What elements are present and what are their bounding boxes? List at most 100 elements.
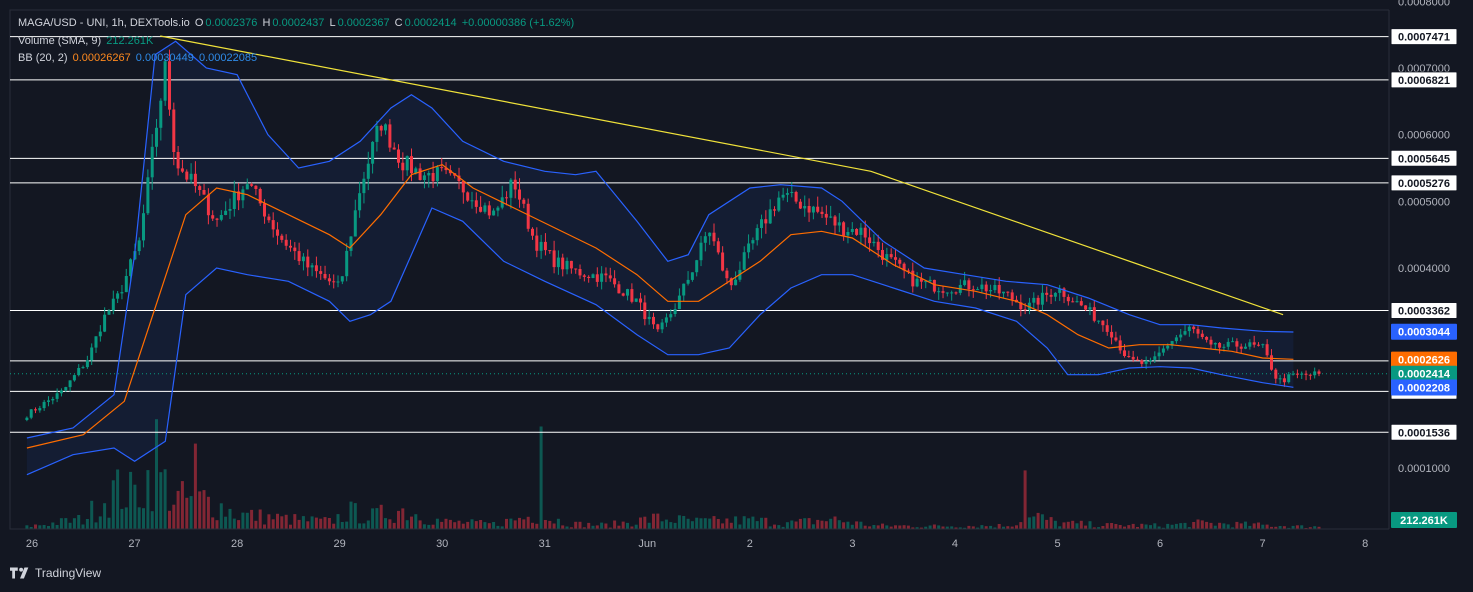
volume-bar <box>1019 522 1023 529</box>
volume-bar <box>837 520 841 529</box>
volume-bar <box>1140 523 1144 529</box>
bb-upper-line <box>26 40 1294 439</box>
volume-bar <box>280 516 284 529</box>
candle-body <box>850 229 854 232</box>
volume-bar <box>894 525 897 529</box>
volume-bar <box>937 525 941 529</box>
candle-body <box>513 179 517 190</box>
volume-bar <box>435 518 439 529</box>
symbol-label[interactable]: MAGA/USD - UNI, 1h, DEXTools.io <box>18 17 190 29</box>
volume-bar <box>872 525 876 529</box>
candle-body <box>1209 339 1213 345</box>
candle-body <box>1183 331 1187 335</box>
bb-legend[interactable]: BB (20, 2) 0.00026267 0.00030449 0.00022… <box>18 52 259 64</box>
tradingview-logo[interactable]: TradingView <box>10 566 101 580</box>
trendline[interactable] <box>160 35 1284 316</box>
candle-body <box>1092 307 1096 321</box>
candle-body <box>1131 356 1135 360</box>
volume-bar <box>1131 523 1135 529</box>
trendline-line[interactable] <box>160 35 1284 316</box>
candle-body <box>548 250 552 252</box>
candle-body <box>353 210 357 237</box>
volume-bar <box>941 526 945 529</box>
candle-body <box>474 200 478 207</box>
volume-bar <box>1317 526 1321 529</box>
volume-bar <box>712 516 716 529</box>
candle-body <box>729 278 733 286</box>
volume-bar <box>55 525 59 529</box>
volume-bar <box>924 526 928 529</box>
volume-bar <box>518 517 521 529</box>
price-tag-box <box>1390 423 1458 441</box>
candle-body <box>267 216 271 221</box>
candle-body <box>42 401 46 409</box>
volume-bar <box>34 524 37 529</box>
candle-body <box>595 274 599 282</box>
bb-lower-line <box>26 207 1294 476</box>
candle-body <box>954 292 958 294</box>
candle-body <box>881 250 884 260</box>
volume-bar <box>375 508 379 529</box>
volume-bar <box>1278 526 1282 529</box>
volume-bar <box>664 519 668 529</box>
volume-bar <box>617 525 621 529</box>
volume-bar <box>444 518 448 529</box>
candle-body <box>820 211 824 214</box>
candle-body <box>1101 320 1105 326</box>
candle-body <box>388 124 392 148</box>
volume-legend[interactable]: Volume (SMA, 9) 212.261K <box>18 35 155 47</box>
candle-body <box>721 252 725 271</box>
volume-bar <box>984 526 988 529</box>
volume-bar <box>332 523 336 529</box>
candle-body <box>989 290 993 292</box>
candle-body <box>677 295 681 310</box>
price-axis-bg <box>1389 0 1473 592</box>
candle-body <box>1291 373 1295 375</box>
volume-bar <box>816 519 820 529</box>
candle-body <box>1317 371 1321 374</box>
candle-body <box>1261 344 1265 346</box>
volume-bar <box>64 518 68 529</box>
volume-bar <box>492 522 496 529</box>
candle-body <box>755 228 759 241</box>
candle-body <box>176 152 180 169</box>
volume-bar <box>1270 526 1273 529</box>
price-tag-label: 0.0005645 <box>1398 153 1450 165</box>
volume-bar <box>483 522 487 529</box>
candle-body <box>505 197 508 199</box>
volume-bar <box>1036 512 1040 529</box>
candle-body <box>626 289 629 296</box>
volume-bar <box>120 508 124 529</box>
volume-bar <box>142 508 145 529</box>
candle-body <box>163 61 167 101</box>
volume-bar <box>289 524 292 529</box>
volume-bar <box>600 522 604 529</box>
volume-bar <box>297 519 301 529</box>
candle-body <box>51 399 55 401</box>
candle-body <box>829 216 833 218</box>
candle-body <box>422 175 426 180</box>
candle-body <box>872 241 876 244</box>
volume-bar <box>906 525 910 529</box>
candle-body <box>271 220 275 230</box>
volume-bar <box>868 526 872 529</box>
candle-body <box>94 336 98 348</box>
volume-bar <box>526 516 530 529</box>
volume-bar <box>422 524 426 529</box>
volume-bar <box>466 521 470 529</box>
ohlc-legend: MAGA/USD - UNI, 1h, DEXTools.io O 0.00023… <box>18 17 576 29</box>
x-tick-label: 27 <box>128 538 140 550</box>
candle-body <box>1127 356 1131 357</box>
candle-body <box>976 289 980 291</box>
volume-bar <box>539 426 543 529</box>
volume-bar <box>574 521 578 529</box>
candle-body <box>384 124 387 131</box>
volume-bar <box>699 518 703 529</box>
volume-bar <box>1274 526 1278 529</box>
candle-body <box>647 316 651 320</box>
candle-body <box>284 239 288 246</box>
volume-bar <box>798 518 802 529</box>
volume-bar <box>639 517 642 529</box>
candle-body <box>569 260 573 269</box>
